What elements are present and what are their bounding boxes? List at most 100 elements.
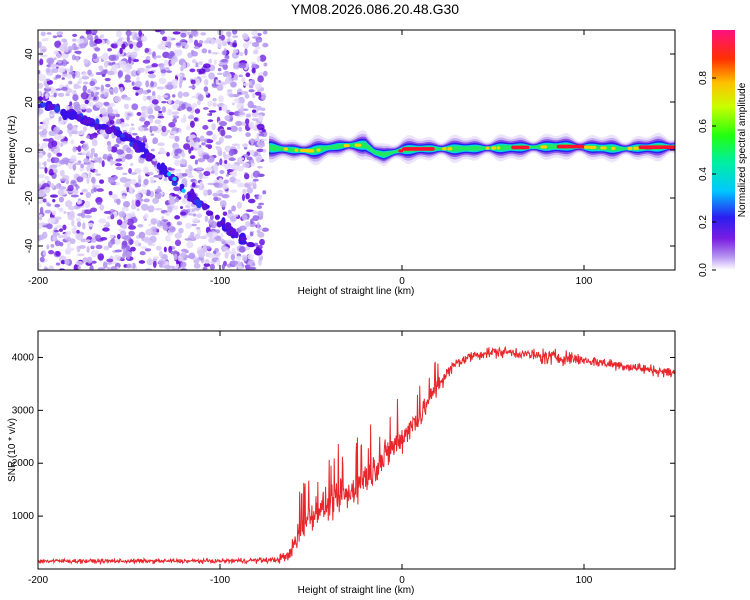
noise-speckle (48, 265, 55, 270)
noise-speckle (112, 109, 119, 115)
noise-speckle (119, 47, 123, 55)
signal-band (269, 130, 675, 166)
noise-speckle (151, 63, 159, 68)
noise-speckle (122, 222, 128, 230)
trace-blob (72, 111, 77, 118)
noise-speckle (182, 91, 190, 97)
noise-speckle (148, 73, 156, 79)
noise-speckle (62, 60, 67, 64)
y-tick-label: 4000 (12, 352, 35, 363)
noise-speckle (50, 63, 57, 68)
noise-speckle (90, 133, 99, 136)
noise-speckle (110, 102, 116, 107)
noise-speckle (140, 35, 148, 42)
noise-speckle (202, 154, 210, 160)
noise-speckle (72, 94, 79, 102)
noise-speckle (166, 70, 173, 74)
noise-speckle (113, 86, 119, 94)
noise-speckle (52, 236, 56, 242)
noise-speckle (57, 60, 62, 64)
noise-speckle (139, 117, 146, 122)
noise-speckle (241, 214, 248, 221)
noise-speckle (175, 263, 180, 268)
noise-speckle (98, 65, 104, 72)
noise-speckle (55, 224, 63, 228)
band-hotspot (343, 144, 350, 148)
noise-speckle (82, 143, 89, 151)
noise-speckle (252, 36, 260, 39)
noise-speckle (178, 127, 182, 134)
colorbar-tick-label: 0.8 (698, 71, 709, 85)
noise-speckle (181, 198, 188, 205)
noise-speckle (148, 223, 152, 227)
noise-speckle (119, 86, 124, 93)
band-hotspot (627, 146, 633, 151)
trace-blob (193, 199, 201, 204)
noise-speckle (224, 251, 229, 259)
noise-speckle (248, 84, 254, 89)
noise-speckle (163, 264, 171, 269)
noise-speckle (125, 30, 132, 37)
noise-speckle (102, 153, 108, 160)
trace-blob (179, 183, 185, 189)
noise-speckle (100, 236, 108, 241)
noise-speckle (87, 109, 92, 113)
noise-speckle (69, 65, 74, 73)
noise-speckle (153, 56, 157, 60)
noise-speckle (193, 263, 201, 269)
band-hotspot (398, 149, 404, 153)
noise-speckle (214, 168, 219, 176)
noise-speckle (90, 91, 95, 98)
noise-speckle (242, 33, 249, 39)
noise-speckle (226, 89, 233, 93)
noise-speckle (225, 31, 232, 37)
noise-speckle (204, 215, 209, 223)
noise-speckle (188, 37, 194, 43)
noise-speckle (82, 222, 86, 230)
noise-speckle (74, 70, 81, 78)
noise-speckle (150, 133, 155, 136)
noise-speckle (258, 133, 265, 137)
noise-speckle (82, 126, 87, 132)
noise-speckle (149, 176, 155, 184)
noise-speckle (150, 148, 155, 152)
noise-speckle (79, 103, 88, 110)
noise-speckle (43, 160, 47, 168)
noise-speckle (237, 265, 244, 270)
noise-speckle (222, 211, 228, 216)
noise-speckle (240, 105, 244, 112)
trace-blob (140, 153, 147, 159)
noise-speckle (101, 160, 105, 168)
noise-speckle (212, 192, 220, 197)
noise-speckle (241, 91, 245, 96)
noise-speckle (182, 77, 187, 81)
noise-speckle (146, 89, 152, 94)
noise-speckle (73, 101, 80, 108)
noise-speckle (205, 91, 209, 96)
noise-speckle (239, 157, 245, 161)
noise-speckle (261, 92, 267, 100)
trace-blob (255, 246, 260, 255)
band-hotspot (305, 149, 315, 153)
noise-speckle (38, 91, 41, 98)
noise-speckle (38, 74, 46, 82)
noise-speckle (51, 140, 58, 147)
noise-speckle (53, 232, 61, 236)
noise-speckle (187, 164, 192, 170)
noise-speckle (136, 112, 142, 116)
noise-speckle (170, 60, 176, 65)
noise-speckle (192, 213, 197, 217)
noise-speckle (81, 75, 90, 80)
noise-speckle (56, 34, 63, 38)
noise-speckle (145, 65, 154, 69)
noise-speckle (59, 228, 64, 232)
noise-speckle (49, 164, 58, 169)
band-hotspot (283, 147, 288, 151)
noise-speckle (173, 186, 181, 192)
noise-speckle (132, 58, 140, 63)
noise-speckle (42, 138, 51, 142)
noise-speckle (45, 68, 51, 73)
noise-speckle (246, 187, 253, 194)
band-hotspot (540, 145, 548, 149)
